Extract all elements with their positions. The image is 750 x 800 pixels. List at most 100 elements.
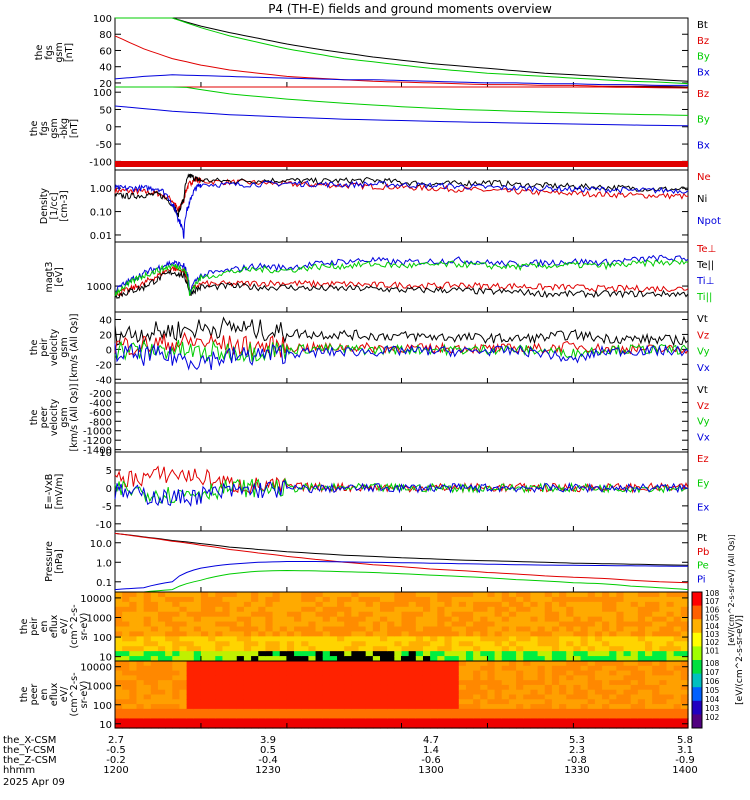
spectrogram-cell bbox=[451, 601, 460, 608]
spectrogram-cell bbox=[401, 601, 410, 608]
colorbar-tick: 102 bbox=[705, 713, 720, 722]
spectrogram-cell bbox=[616, 723, 625, 729]
spectrogram-cell bbox=[673, 704, 682, 710]
spectrogram-cell bbox=[487, 680, 496, 686]
spectrogram-cell bbox=[215, 689, 224, 696]
spectrogram-cell bbox=[437, 723, 446, 729]
spectrogram-cell bbox=[415, 592, 424, 598]
spectrogram-cell bbox=[122, 651, 130, 657]
spectrogram-cell bbox=[157, 656, 166, 662]
spectrogram-cell bbox=[408, 631, 417, 637]
spectrogram-cell bbox=[294, 694, 302, 700]
spectrogram-cell bbox=[444, 704, 453, 710]
spectrogram-cell bbox=[172, 723, 181, 729]
spectrogram-cell bbox=[258, 631, 267, 637]
spectrogram-cell bbox=[408, 680, 417, 686]
spectrogram-cell bbox=[530, 636, 539, 642]
spectrogram-cell bbox=[623, 651, 632, 657]
spectrogram-cell bbox=[394, 601, 403, 608]
y-axis-label-line: [1/cc] bbox=[49, 192, 60, 219]
spectrogram-cell bbox=[115, 713, 123, 720]
spectrogram-cell bbox=[179, 694, 188, 700]
spectrogram-cell bbox=[165, 596, 173, 603]
spectrogram-cell bbox=[229, 665, 238, 672]
spectrogram-cell bbox=[573, 616, 582, 623]
spectrogram-cell bbox=[573, 601, 582, 608]
spectrogram-cell bbox=[530, 606, 539, 613]
spectrogram-cell bbox=[215, 723, 224, 729]
y-axis-label: thepeirenefluxeV/(cm^2-s-sr-eV) bbox=[19, 605, 90, 649]
spectrogram-cell bbox=[523, 601, 532, 608]
spectrogram-cell bbox=[444, 606, 453, 613]
spectrogram-cell bbox=[129, 723, 138, 729]
spectrogram-cell bbox=[480, 621, 489, 628]
spectrogram-cell bbox=[251, 661, 259, 667]
spectrogram-cell bbox=[229, 641, 238, 647]
spectrogram-cell bbox=[200, 684, 209, 691]
spectrogram-cell bbox=[422, 675, 431, 681]
spectrogram-cell bbox=[286, 606, 295, 613]
legend-label: Ti⊥ bbox=[696, 276, 714, 287]
spectrogram-cell bbox=[265, 641, 274, 647]
spectrogram-cell bbox=[387, 708, 395, 715]
spectrogram-cell bbox=[179, 684, 188, 691]
spectrogram-cell bbox=[265, 713, 274, 720]
spectrogram-cell bbox=[437, 631, 446, 637]
spectrogram-cell bbox=[365, 636, 374, 642]
spectrogram-cell bbox=[401, 616, 410, 623]
spectrogram-cell bbox=[415, 713, 424, 720]
legend-label: Ni bbox=[697, 194, 707, 205]
spectrogram-cell bbox=[422, 656, 431, 662]
spectrogram-cell bbox=[530, 665, 539, 672]
spectrogram-cell bbox=[487, 626, 496, 633]
spectrogram-cell bbox=[129, 601, 138, 608]
spectrogram-cell bbox=[243, 713, 252, 720]
spectrogram-cell bbox=[387, 601, 395, 608]
spectrogram-cell bbox=[645, 665, 653, 672]
spectrogram-cell bbox=[294, 718, 302, 724]
spectrogram-cell bbox=[508, 713, 517, 720]
spectrogram-cell bbox=[294, 680, 302, 686]
spectrogram-cell bbox=[394, 651, 403, 657]
spectrogram-cell bbox=[616, 641, 625, 647]
spectrogram-cell bbox=[401, 651, 410, 657]
spectrogram-cell bbox=[645, 592, 653, 598]
spectrogram-cell bbox=[408, 596, 417, 603]
spectrogram-cell bbox=[609, 708, 617, 715]
spectrogram-cell bbox=[172, 596, 181, 603]
spectrogram-cell bbox=[365, 616, 374, 623]
spectrogram-cell bbox=[501, 656, 510, 662]
spectrogram-cell bbox=[294, 670, 302, 676]
spectrogram-cell bbox=[301, 661, 309, 667]
spectrogram-cell bbox=[337, 636, 345, 642]
spectrogram-cell bbox=[530, 723, 539, 729]
spectrogram-cell bbox=[645, 723, 653, 729]
spectrogram-cell bbox=[573, 723, 582, 729]
spectrogram-cell bbox=[630, 596, 639, 603]
spectrogram-cell bbox=[358, 694, 367, 700]
spectrogram-cell bbox=[623, 723, 632, 729]
spectrogram-cell bbox=[329, 704, 338, 710]
spectrogram-cell bbox=[394, 631, 403, 637]
spectrogram-cell bbox=[401, 611, 410, 618]
spectrogram-cell bbox=[136, 646, 145, 652]
spectrogram-cell bbox=[673, 592, 682, 598]
spectrogram-cell bbox=[630, 665, 639, 672]
spectrogram-cell bbox=[587, 631, 596, 637]
spectrogram-cell bbox=[652, 699, 660, 705]
spectrogram-cell bbox=[243, 718, 252, 724]
spectrogram-cell bbox=[129, 684, 138, 691]
spectrogram-cell bbox=[580, 611, 589, 618]
spectrogram-cell bbox=[136, 651, 145, 657]
spectrogram-cell bbox=[422, 661, 431, 667]
spectrogram-cell bbox=[122, 713, 130, 720]
spectrogram-cell bbox=[408, 718, 417, 724]
spectrogram-cell bbox=[329, 689, 338, 696]
spectrogram-cell bbox=[157, 636, 166, 642]
spectrogram-cell bbox=[351, 684, 360, 691]
spectrogram-cell bbox=[215, 601, 224, 608]
spectrogram-cell bbox=[422, 670, 431, 676]
spectrogram-cell bbox=[172, 661, 181, 667]
series-line bbox=[114, 265, 689, 297]
spectrogram-cell bbox=[645, 626, 653, 633]
